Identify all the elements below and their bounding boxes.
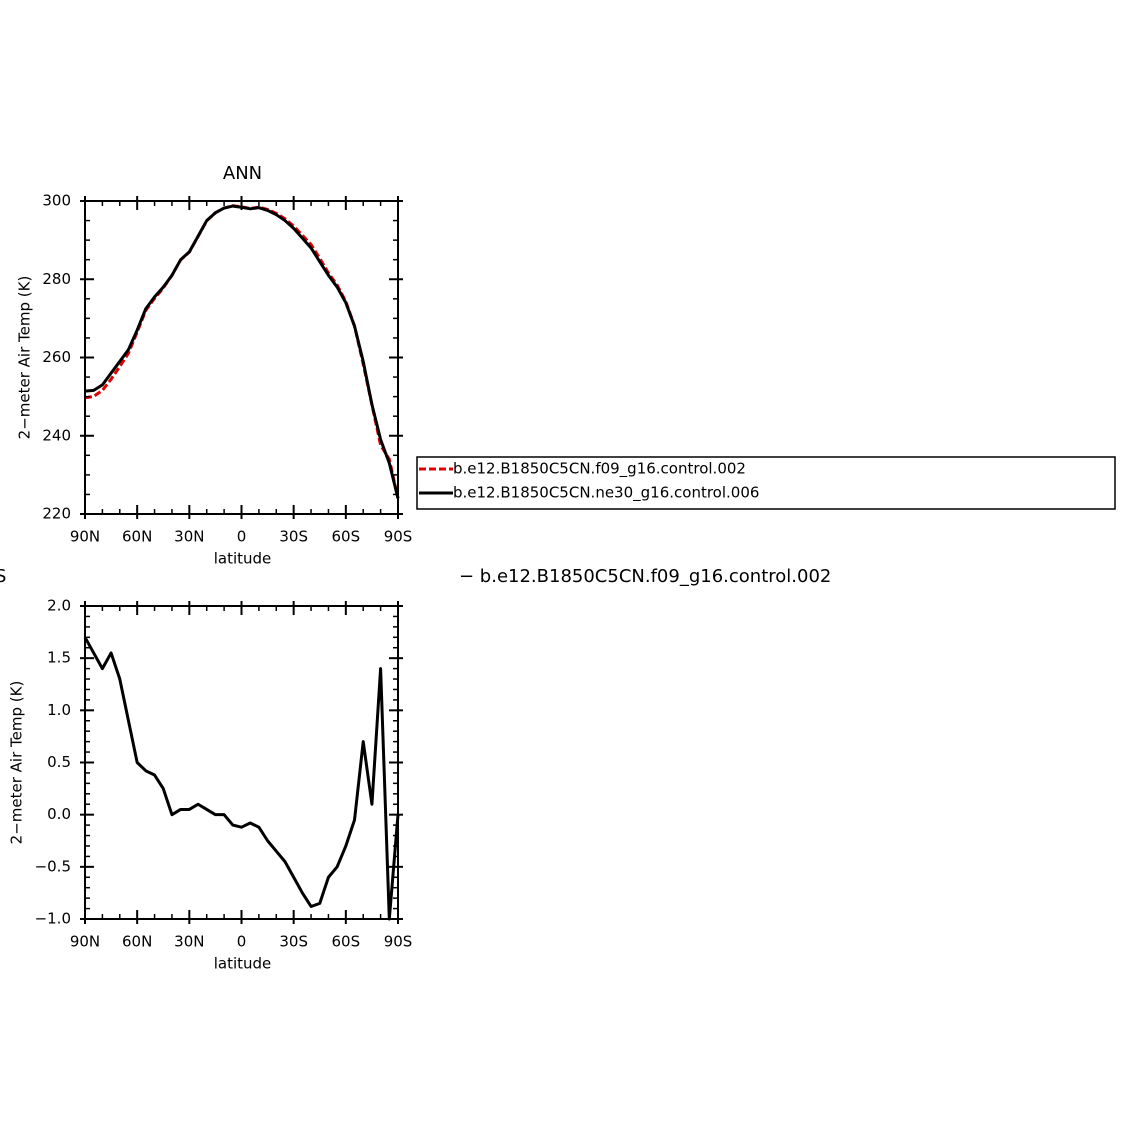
y-tick-label: 2.0: [47, 597, 71, 615]
y-tick-label: 280: [42, 270, 71, 288]
x-tick-label: 0: [237, 528, 247, 546]
x-tick-label: 60S: [332, 933, 361, 951]
y-tick-label: 300: [42, 192, 71, 210]
series-line: [83, 636, 400, 921]
x-tick-label: 90S: [384, 528, 413, 546]
y-tick-label: 0.5: [47, 753, 71, 771]
legend: b.e12.B1850C5CN.f09_g16.control.002 b.e12…: [416, 456, 1116, 510]
x-tick-label: 60N: [122, 528, 152, 546]
x-tick-label: 0: [237, 933, 247, 951]
legend-box: [416, 456, 1116, 510]
y-tick-label: −0.5: [35, 857, 71, 875]
y-axis-label: 2−meter Air Temp (K): [8, 681, 26, 845]
annotation: S: [0, 566, 6, 587]
y-tick-label: 1.5: [47, 649, 71, 667]
y-tick-label: 260: [42, 348, 71, 366]
x-tick-label: 90N: [70, 933, 100, 951]
legend-label: b.e12.B1850C5CN.ne30_g16.control.006: [453, 484, 759, 503]
x-tick-label: 30S: [279, 528, 308, 546]
x-tick-label: 60N: [122, 933, 152, 951]
x-tick-label: 30N: [174, 528, 204, 546]
y-axis-label: 2−meter Air Temp (K): [16, 276, 34, 440]
x-tick-label: 90N: [70, 528, 100, 546]
y-tick-label: 1.0: [47, 701, 71, 719]
x-tick-label: 30S: [279, 933, 308, 951]
x-axis-label: latitude: [214, 955, 272, 973]
x-tick-label: 60S: [332, 528, 361, 546]
chart-title: ANN: [223, 163, 262, 184]
legend-label: b.e12.B1850C5CN.f09_g16.control.002: [453, 460, 746, 479]
y-tick-label: 220: [42, 505, 71, 523]
y-tick-label: −1.0: [35, 910, 71, 928]
x-tick-label: 30N: [174, 933, 204, 951]
y-tick-label: 240: [42, 426, 71, 444]
y-tick-label: 0.0: [47, 805, 71, 823]
x-axis-label: latitude: [214, 550, 272, 568]
x-tick-label: 90S: [384, 933, 413, 951]
annotation: − b.e12.B1850C5CN.f09_g16.control.002: [459, 566, 831, 587]
